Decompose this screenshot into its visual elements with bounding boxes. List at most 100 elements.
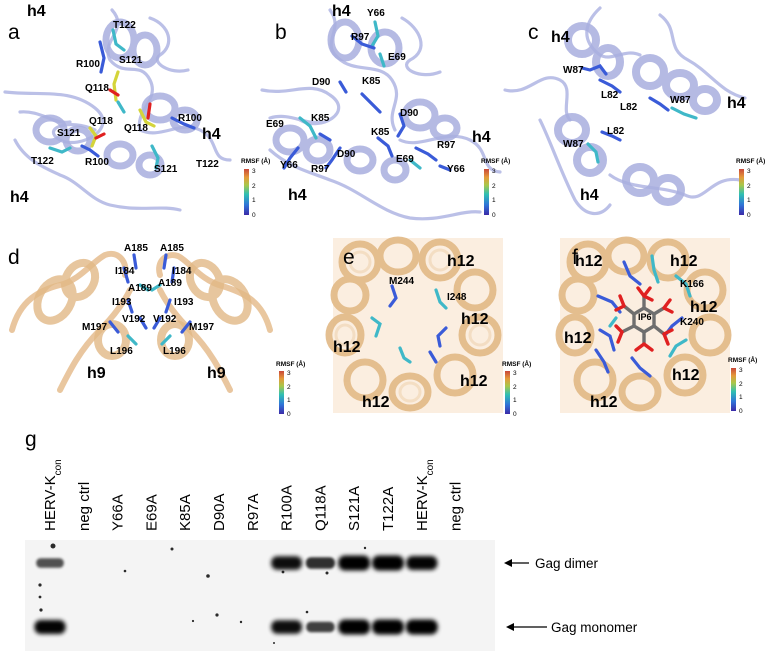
- residue-label: K85: [362, 76, 381, 87]
- residue-label: T122: [31, 156, 54, 167]
- panel-c: c h4 h4 h4 W87 L82 L82 W87 L82 W87 RMSF …: [503, 6, 765, 219]
- gel-band-monomer: [306, 621, 335, 633]
- rmsf-tick: 1: [739, 394, 743, 401]
- gel-band-dimer: [372, 555, 404, 571]
- panel-b: b h4 h4 h4 Y66 R97 E69 K85 D90 D90 E69 K…: [260, 3, 510, 221]
- residue-sticks: [282, 20, 452, 172]
- panel-d: d h9 h9 A185 A185 I184 I184 A189 A189 I1…: [8, 243, 305, 418]
- residue-label: M244: [389, 276, 414, 287]
- helix-label: h12: [460, 373, 488, 390]
- rmsf-tick: 3: [252, 168, 256, 175]
- rmsf-tick: 2: [252, 183, 256, 190]
- residue-label: W87: [563, 139, 584, 150]
- residue-label: W87: [670, 95, 691, 106]
- residue-label: T122: [113, 20, 136, 31]
- residue-label: L82: [601, 90, 619, 101]
- residue-label: L196: [110, 346, 133, 357]
- protein-ribbon: [325, 236, 502, 412]
- rmsf-tick: 0: [739, 408, 743, 415]
- rmsf-title: RMSF (Å): [736, 156, 765, 165]
- helix-label: h9: [207, 365, 226, 382]
- rmsf-tick: 2: [739, 381, 743, 388]
- gel-bands: [34, 555, 438, 635]
- residue-label: I193: [112, 297, 132, 308]
- lane-label: Q118A: [312, 485, 329, 531]
- gel-band-monomer: [271, 620, 302, 634]
- panel-e: e h12 h12 h12 h12 h12 M244 I248 RMSF (Å)…: [325, 236, 531, 418]
- residue-label: Q118: [89, 116, 113, 127]
- residue-label: A189: [158, 278, 182, 289]
- panel-d-letter: d: [8, 246, 20, 269]
- residue-label: D90: [337, 149, 356, 160]
- residue-label: K85: [371, 127, 390, 138]
- residue-label: IP6: [638, 312, 652, 322]
- band-marker-monomer: Gag monomer: [506, 620, 638, 635]
- residue-sticks: [108, 253, 192, 346]
- ip6-molecule: [614, 286, 674, 352]
- rmsf-tick: 2: [747, 183, 751, 190]
- helix-label: h12: [590, 394, 618, 411]
- helix-label: h12: [447, 253, 475, 270]
- helix-label: h12: [575, 253, 603, 270]
- residue-label: D90: [312, 77, 331, 88]
- residue-label: R100: [85, 157, 109, 168]
- gel-band-dimer: [305, 557, 335, 569]
- residue-sticks: [48, 28, 196, 170]
- residue-label: E69: [396, 154, 414, 165]
- helix-label: h12: [672, 367, 700, 384]
- rmsf-tick: 1: [287, 397, 291, 404]
- rmsf-tick: 3: [747, 168, 751, 175]
- residue-label: I184: [172, 266, 192, 277]
- residue-label: W87: [563, 65, 584, 76]
- residue-label: R97: [311, 164, 330, 175]
- rmsf-tick: 0: [513, 411, 517, 418]
- panel-a-letter: a: [8, 21, 20, 44]
- rmsf-tick: 3: [492, 168, 496, 175]
- gel-band-monomer: [372, 619, 404, 635]
- lane-label: T122A: [380, 487, 397, 531]
- residue-label: K240: [680, 317, 704, 328]
- helix-label: h12: [333, 339, 361, 356]
- rmsf-scale: RMSF (Å) 3 2 1 0: [241, 156, 270, 219]
- rmsf-tick: 3: [287, 370, 291, 377]
- lane-label: S121A: [346, 486, 363, 531]
- residue-label: I193: [174, 297, 194, 308]
- helix-label: h12: [690, 299, 718, 316]
- rmsf-tick: 0: [252, 212, 256, 219]
- panel-b-letter: b: [275, 21, 287, 44]
- lane-label: HERV-Kcon: [414, 459, 436, 531]
- lane-label: neg ctrl: [76, 482, 93, 531]
- residue-label: S121: [57, 128, 81, 139]
- panel-f-letter: f: [572, 246, 578, 269]
- lane-label: D90A: [211, 493, 228, 531]
- rmsf-scale: RMSF (Å) 3 2 1 0: [736, 156, 765, 219]
- rmsf-title: RMSF (Å): [502, 359, 531, 368]
- lane-labels: HERV-Kcon neg ctrl Y66A E69A K85A D90A R97A R10…: [42, 459, 465, 531]
- rmsf-tick: 2: [513, 384, 517, 391]
- residue-label: S121: [119, 55, 143, 66]
- rmsf-scale: RMSF (Å) 3 2 1 0: [276, 359, 305, 418]
- residue-label: A185: [160, 243, 184, 254]
- residue-sticks: [370, 284, 448, 364]
- residue-label: Y66: [447, 164, 465, 175]
- residue-label: K85: [311, 113, 330, 124]
- residue-label: L82: [620, 102, 638, 113]
- panel-f: f h12 h12 h12 h12 h12 h12 K166 IP6 K240 …: [555, 236, 757, 415]
- protein-ribbon: [260, 8, 502, 221]
- gel-band-monomer: [34, 620, 66, 634]
- residue-label: I248: [447, 292, 467, 303]
- rmsf-title: RMSF (Å): [241, 156, 270, 165]
- residue-label: R100: [76, 59, 100, 70]
- rmsf-title: RMSF (Å): [276, 359, 305, 368]
- residue-label: L82: [607, 126, 625, 137]
- rmsf-scale: RMSF (Å) 3 2 1 0: [728, 355, 757, 415]
- rmsf-tick: 0: [287, 411, 291, 418]
- rmsf-tick: 2: [492, 183, 496, 190]
- rmsf-tick: 2: [287, 384, 291, 391]
- residue-label: Y66: [280, 160, 298, 171]
- gel-band-dimer: [338, 555, 371, 571]
- residue-label: A189: [128, 283, 152, 294]
- residue-label: S121: [154, 164, 178, 175]
- gel-band-dimer: [36, 558, 64, 568]
